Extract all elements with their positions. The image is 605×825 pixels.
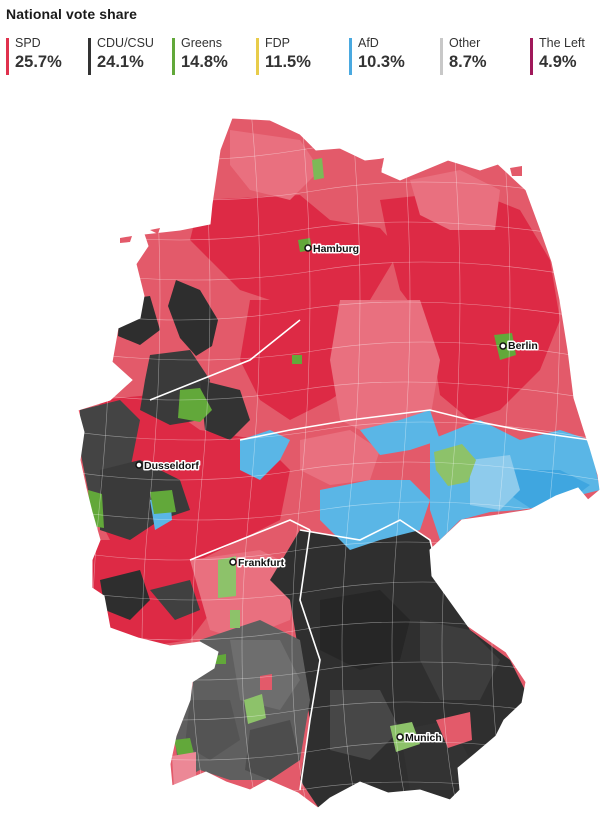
island xyxy=(150,228,160,234)
city-label: Frankfurt xyxy=(238,557,285,569)
region-spd xyxy=(436,712,472,748)
state-border xyxy=(149,319,301,401)
legend-party-share: 8.7% xyxy=(449,53,487,71)
legend-party-name: FDP xyxy=(265,36,290,50)
region-greens xyxy=(150,490,176,514)
city-label: Dusseldorf xyxy=(144,460,199,472)
legend-party-name: Greens xyxy=(181,36,222,50)
city-frankfurt: Frankfurt xyxy=(229,556,286,571)
city-marker-icon xyxy=(396,733,404,741)
region-greens xyxy=(390,722,420,752)
region-cdu xyxy=(150,580,200,620)
legend-party-name: The Left xyxy=(539,36,585,50)
legend-item-afd: AfD 10.3% xyxy=(349,36,440,76)
legend-item-cdu-csu: CDU/CSU 24.1% xyxy=(88,36,172,76)
region-spd xyxy=(190,195,400,310)
region-csu xyxy=(320,590,410,670)
region-spd-light xyxy=(300,430,380,485)
legend-color-afd xyxy=(349,38,352,75)
city-munich: Munich xyxy=(396,731,443,746)
legend-color-fdp xyxy=(256,38,259,75)
region-greens xyxy=(218,556,236,598)
region-cdu-bw xyxy=(230,640,300,710)
legend-item-fdp: FDP 11.5% xyxy=(256,36,349,76)
region-greens xyxy=(88,490,104,528)
city-hamburg: Hamburg xyxy=(304,242,361,257)
legend-item-greens: Greens 14.8% xyxy=(172,36,256,76)
city-marker-icon xyxy=(304,244,312,252)
legend-party-name: SPD xyxy=(15,36,41,50)
region-cdu xyxy=(168,280,218,356)
legend-party-name: CDU/CSU xyxy=(97,36,154,50)
legend-item-spd: SPD 25.7% xyxy=(6,36,88,76)
city-label: Hamburg xyxy=(313,243,359,255)
legend-color-other xyxy=(440,38,443,75)
region-afd xyxy=(240,430,290,480)
region-greens xyxy=(244,694,266,724)
region-spd-light xyxy=(230,130,320,200)
region-spd xyxy=(380,190,560,420)
region-greens xyxy=(312,158,324,180)
chart-title: National vote share xyxy=(6,6,138,22)
state-border xyxy=(239,409,591,441)
region-cdu-bw xyxy=(185,700,240,760)
region-greens xyxy=(230,610,240,628)
legend-party-share: 14.8% xyxy=(181,53,228,71)
region-greens xyxy=(174,738,194,756)
state-border xyxy=(299,529,321,791)
region-csu xyxy=(330,690,400,760)
legend-color-greens xyxy=(172,38,175,75)
city-marker-icon xyxy=(229,558,237,566)
legend-item-other: Other 8.7% xyxy=(440,36,530,76)
region-layer xyxy=(80,130,600,808)
region-cdu-bw xyxy=(245,720,300,780)
legend-party-share: 25.7% xyxy=(15,53,62,71)
region-csu xyxy=(420,620,500,700)
island xyxy=(510,166,522,176)
region-afd xyxy=(320,480,430,550)
region-greens xyxy=(292,355,302,364)
island xyxy=(374,158,384,168)
region-greens xyxy=(178,388,212,422)
region-afd-light xyxy=(470,455,520,510)
city-marker-icon xyxy=(135,461,143,469)
constituency-boundaries xyxy=(78,118,600,808)
region-greens xyxy=(434,444,476,486)
region-spd-light xyxy=(190,550,300,640)
region-spd-light xyxy=(410,170,500,230)
city-dusseldorf: Dusseldorf xyxy=(135,459,201,474)
legend-party-name: Other xyxy=(449,36,481,50)
legend-party-name: AfD xyxy=(358,36,379,50)
city-label: Berlin xyxy=(508,340,538,352)
legend-item-the-left: The Left 4.9% xyxy=(530,36,605,76)
legend-party-share: 4.9% xyxy=(539,53,577,71)
city-berlin: Berlin xyxy=(499,339,539,354)
city-marker-icon xyxy=(499,342,507,350)
region-cdu xyxy=(100,460,190,540)
state-border xyxy=(189,519,311,561)
city-label: Munich xyxy=(405,732,442,744)
legend-color-the-left xyxy=(530,38,533,75)
legend-color-spd xyxy=(6,38,9,75)
region-afd xyxy=(360,410,440,455)
party-legend: SPD 25.7% CDU/CSU 24.1% Greens 14.8% FDP… xyxy=(6,36,605,76)
legend-party-share: 11.5% xyxy=(265,53,311,71)
legend-party-share: 24.1% xyxy=(97,53,144,71)
region-spd-light xyxy=(172,752,196,788)
region-cdu xyxy=(100,570,150,620)
boundary-lines xyxy=(78,141,600,801)
legend-color-cdu-csu xyxy=(88,38,91,75)
legend-party-share: 10.3% xyxy=(358,53,405,71)
region-spd-light xyxy=(330,300,440,440)
island xyxy=(120,236,132,243)
region-spd xyxy=(260,674,272,690)
germany-constituency-map: Hamburg Berlin Dusseldorf Frankfurt Muni… xyxy=(77,117,601,809)
region-cdu xyxy=(200,380,250,440)
boundary-lines xyxy=(91,118,561,808)
